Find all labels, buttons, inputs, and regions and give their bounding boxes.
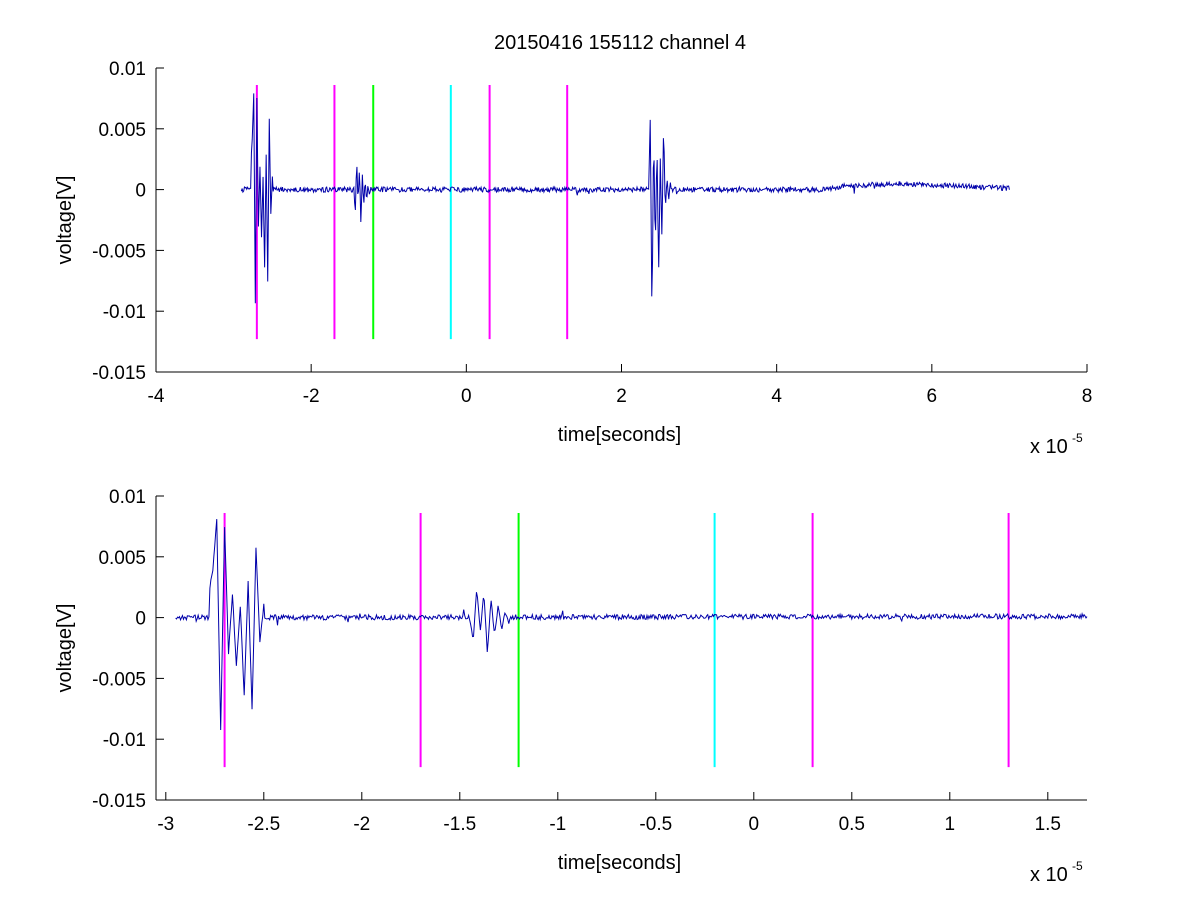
x-tick-label: 0.5: [839, 814, 865, 835]
y-tick-label: 0.01: [109, 59, 146, 80]
y-tick-label: 0: [135, 609, 146, 630]
x-multiplier-exponent: -5: [1072, 859, 1083, 873]
figure-title: 20150416 155112 channel 4: [494, 32, 746, 54]
bottom-plot: -3 -2.5 -2 -1.5 -1 -0.5 0 0.5 1 1.5 -0.015 -0.01 -0.…: [54, 487, 1088, 886]
x-axis-label: time[seconds]: [558, 852, 681, 874]
x-tick-label: 6: [927, 386, 938, 407]
x-tick-label: -1: [549, 814, 566, 835]
y-axis-label: voltage[V]: [54, 176, 76, 265]
y-tick-label: -0.01: [103, 730, 146, 751]
x-tick-label: -2.5: [247, 814, 280, 835]
x-tick-label: 8: [1082, 386, 1093, 407]
x-tick-label: -2: [303, 386, 320, 407]
x-multiplier-label: x 10: [1030, 436, 1068, 458]
y-tick-label: 0: [135, 181, 146, 202]
y-tick-label: -0.005: [92, 241, 146, 262]
y-tick-label: -0.015: [92, 363, 146, 384]
x-multiplier-label: x 10: [1030, 864, 1068, 886]
y-tick-label: 0.005: [98, 120, 146, 141]
x-tick-label: -2: [353, 814, 370, 835]
y-tick-label: 0.01: [109, 487, 146, 508]
x-axis-label: time[seconds]: [558, 424, 681, 446]
x-tick-label: -3: [157, 814, 174, 835]
y-tick-label: -0.01: [103, 302, 146, 323]
x-tick-label: 4: [771, 386, 782, 407]
top-plot: -4 -2 0 2 4 6 8 -0.015 -0.01 -0.005 0 0.005 0.01 time…: [54, 59, 1092, 458]
x-tick-label: -1.5: [443, 814, 476, 835]
x-tick-label: 0: [749, 814, 760, 835]
x-tick-label: -4: [148, 386, 165, 407]
signal-series-line: [240, 93, 1010, 304]
signal-series-line: [175, 519, 1088, 730]
x-tick-label: 2: [616, 386, 627, 407]
x-multiplier-exponent: -5: [1072, 431, 1083, 445]
y-tick-label: -0.005: [92, 669, 146, 690]
y-tick-label: 0.005: [98, 548, 146, 569]
x-tick-label: 1.5: [1035, 814, 1061, 835]
y-tick-label: -0.015: [92, 791, 146, 812]
x-tick-label: 1: [945, 814, 956, 835]
x-tick-label: 0: [461, 386, 472, 407]
y-axis-label: voltage[V]: [54, 604, 76, 693]
x-tick-label: -0.5: [639, 814, 672, 835]
